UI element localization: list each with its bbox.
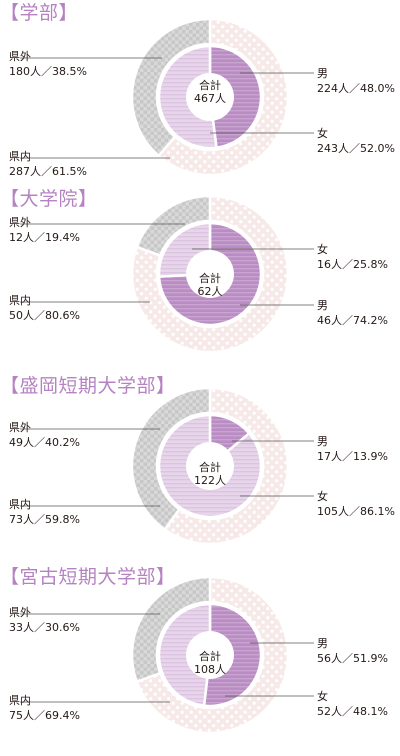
outer-slice-kennai xyxy=(163,386,290,546)
donut-center xyxy=(186,250,234,298)
chart-gakubu: 【学部】 県外 180人／38.5% 県内 287人／61.5% 男 224人／… xyxy=(0,2,400,192)
inner-label-female: 女 105人／86.1% xyxy=(317,490,395,518)
chart-title: 【宮古短期大学部】 xyxy=(0,566,176,588)
total-label: 合計 62人 xyxy=(197,272,223,298)
outer-slice-kennai xyxy=(135,575,290,735)
total-label: 合計 122人 xyxy=(194,461,226,487)
chart-morioka: 【盛岡短期大学部】 県外 49人／40.2% 県内 73人／59.8% 男 17… xyxy=(0,375,400,565)
outer-slice-kengai xyxy=(135,194,212,258)
donut-chart xyxy=(20,17,314,177)
donut-center xyxy=(186,442,234,490)
outer-slice-kengai xyxy=(130,386,212,532)
donut-chart xyxy=(20,575,314,735)
donut-center xyxy=(186,73,234,121)
outer-label-kengai: 県外 49人／40.2% xyxy=(9,421,80,449)
inner-label-male: 男 17人／13.9% xyxy=(317,435,388,463)
outer-label-kennai: 県内 75人／69.4% xyxy=(9,694,80,722)
outer-slice-kennai xyxy=(130,194,290,354)
outer-label-kennai: 県内 73人／59.8% xyxy=(9,498,80,526)
outer-label-kennai: 県内 50人／80.6% xyxy=(9,294,80,322)
outer-slice-kengai xyxy=(130,17,212,158)
outer-label-kengai: 県外 180人／38.5% xyxy=(9,50,87,78)
outer-label-kennai: 県内 287人／61.5% xyxy=(9,150,87,178)
donut-chart xyxy=(20,386,314,546)
inner-label-male: 男 46人／74.2% xyxy=(317,299,388,327)
inner-label-female: 女 16人／25.8% xyxy=(317,243,388,271)
inner-label-male: 男 224人／48.0% xyxy=(317,67,395,95)
chart-miyako: 【宮古短期大学部】 県外 33人／30.6% 県内 75人／69.4% 男 56… xyxy=(0,566,400,756)
total-label: 合計 108人 xyxy=(194,650,226,676)
chart-title: 【学部】 xyxy=(0,2,79,24)
outer-slice-kengai xyxy=(130,575,212,684)
outer-label-kengai: 県外 33人／30.6% xyxy=(9,606,80,634)
outer-label-kengai: 県外 12人／19.4% xyxy=(9,216,80,244)
donut-center xyxy=(186,631,234,679)
chart-title: 【大学院】 xyxy=(0,188,98,210)
chart-title: 【盛岡短期大学部】 xyxy=(0,375,176,397)
inner-label-female: 女 52人／48.1% xyxy=(317,690,388,718)
outer-slice-kennai xyxy=(156,17,290,177)
donut-chart xyxy=(20,194,314,354)
total-label: 合計 467人 xyxy=(194,79,226,105)
chart-daigakuin: 【大学院】 県外 12人／19.4% 県内 50人／80.6% 女 16人／25… xyxy=(0,188,400,378)
inner-label-female: 女 243人／52.0% xyxy=(317,127,395,155)
inner-label-male: 男 56人／51.9% xyxy=(317,637,388,665)
